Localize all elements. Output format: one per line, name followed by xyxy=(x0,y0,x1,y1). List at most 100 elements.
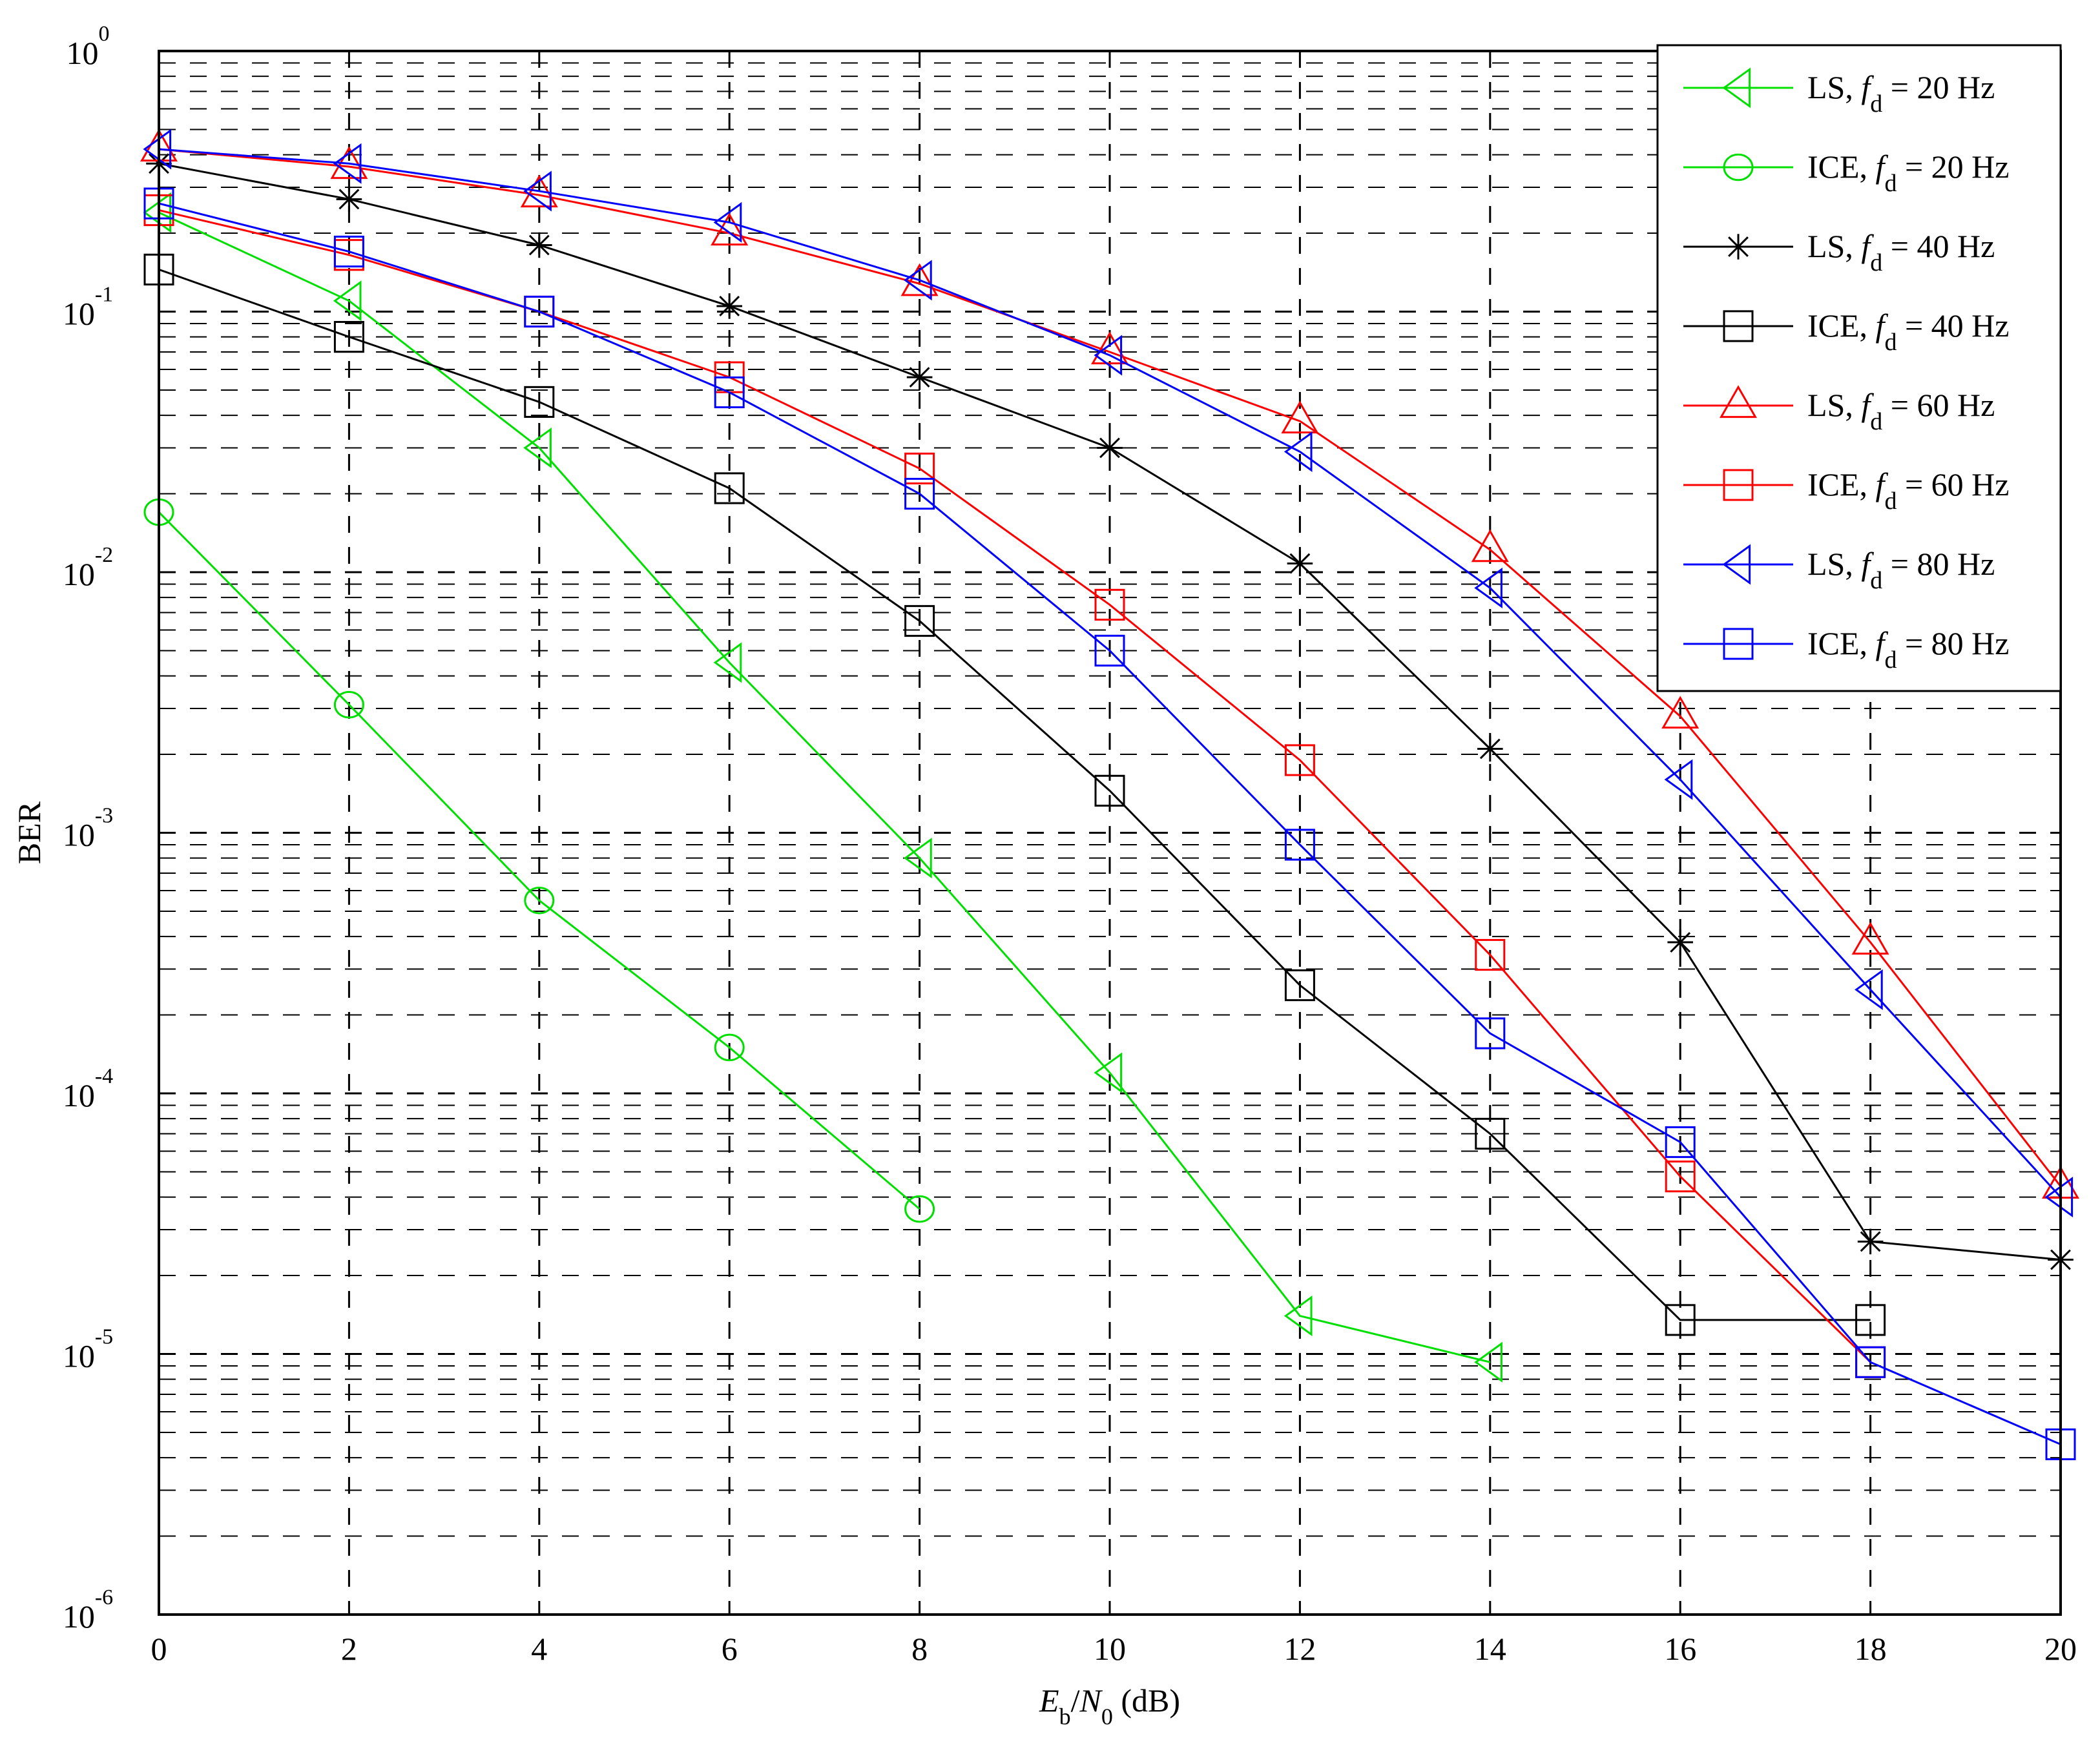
series-ls-80hz xyxy=(143,129,2074,1218)
x-tick-label: 4 xyxy=(531,1631,547,1667)
x-title-b: b xyxy=(1059,1704,1071,1730)
square-marker xyxy=(1284,969,1315,1002)
y-tick-label: 10-2 xyxy=(63,543,113,592)
square-marker xyxy=(904,477,935,510)
triangle-up-marker xyxy=(1720,385,1757,418)
asterisk-marker xyxy=(1857,1228,1884,1255)
series-line xyxy=(158,511,920,1210)
series-line xyxy=(158,209,1871,1363)
legend-item: LS, fd = 80 Hz xyxy=(1683,544,1995,594)
triangle-left-marker xyxy=(713,642,742,683)
series-line xyxy=(158,268,1871,1321)
square-marker xyxy=(1094,634,1125,667)
legend-item: ICE, fd = 60 Hz xyxy=(1683,466,2009,515)
square-marker xyxy=(1723,310,1754,342)
asterisk-marker xyxy=(1725,234,1751,260)
square-marker xyxy=(333,235,364,268)
triangle-left-marker xyxy=(333,143,362,184)
square-marker xyxy=(524,386,555,418)
triangle-up-marker xyxy=(1661,696,1700,729)
triangle-left-marker xyxy=(904,260,932,301)
triangle-left-marker xyxy=(143,129,172,170)
x-title-n: N xyxy=(1079,1682,1103,1719)
triangle-left-marker xyxy=(1094,1052,1123,1093)
square-marker xyxy=(1475,1017,1506,1049)
square-marker xyxy=(1665,1304,1696,1336)
y-tick-label: 10-6 xyxy=(63,1585,113,1635)
legend-label: LS, fd = 40 Hz xyxy=(1807,228,1995,276)
triangle-left-marker xyxy=(2044,1177,2074,1218)
series-line xyxy=(158,211,1491,1363)
series-ls-20hz xyxy=(143,192,1502,1383)
square-marker xyxy=(714,472,745,504)
x-axis-ticks: 0 2 4 6 8 10 12 14 16 18 20 xyxy=(151,1602,2077,1667)
square-marker xyxy=(1665,1161,1696,1193)
triangle-up-marker xyxy=(1281,400,1319,434)
legend-box xyxy=(1656,44,2062,692)
series-line xyxy=(158,148,2062,1187)
square-marker xyxy=(904,604,935,637)
x-tick-label: 14 xyxy=(1474,1631,1506,1667)
x-title-slash: / xyxy=(1071,1682,1080,1719)
x-tick-label: 12 xyxy=(1284,1631,1316,1667)
square-marker xyxy=(1284,744,1315,776)
legend-label: ICE, fd = 60 Hz xyxy=(1807,466,2009,515)
triangle-left-marker xyxy=(1474,1341,1502,1383)
square-marker xyxy=(1723,628,1754,660)
legend-item: LS, fd = 60 Hz xyxy=(1683,385,1995,435)
square-marker xyxy=(1855,1346,1886,1378)
circle-marker xyxy=(524,886,555,914)
square-marker xyxy=(1475,938,1506,971)
legend-label: LS, fd = 60 Hz xyxy=(1807,387,1995,435)
square-marker xyxy=(1665,1126,1696,1159)
y-axis-ticks: 100 10-1 10-2 10-3 10-4 10-5 10-6 xyxy=(63,22,113,1635)
series-ice-40hz xyxy=(143,253,1886,1336)
series-line xyxy=(158,148,2062,1198)
x-tick-label: 10 xyxy=(1094,1631,1126,1667)
y-tick-label: 10-4 xyxy=(63,1064,113,1113)
triangle-up-marker xyxy=(711,212,749,246)
y-axis-title: BER xyxy=(11,801,47,864)
square-marker xyxy=(1723,469,1754,501)
x-tick-label: 16 xyxy=(1664,1631,1696,1667)
asterisk-marker xyxy=(906,364,933,390)
triangle-up-marker xyxy=(900,263,939,296)
square-marker xyxy=(714,376,745,409)
circle-marker xyxy=(1723,153,1754,181)
x-tick-label: 18 xyxy=(1855,1631,1887,1667)
square-marker xyxy=(524,295,555,328)
square-marker xyxy=(333,321,364,353)
triangle-left-marker xyxy=(1094,335,1123,376)
asterisk-marker xyxy=(1667,929,1693,955)
asterisk-marker xyxy=(1097,435,1123,461)
triangle-left-marker xyxy=(713,201,742,243)
asterisk-marker xyxy=(526,232,552,258)
triangle-left-marker xyxy=(1722,544,1751,585)
triangle-left-marker xyxy=(1722,67,1751,108)
series-ice-20hz xyxy=(143,498,935,1223)
triangle-left-marker xyxy=(1284,431,1313,472)
legend-label: LS, fd = 80 Hz xyxy=(1807,546,1995,594)
y-tick-label: 10-1 xyxy=(63,283,113,332)
x-title-zero: 0 xyxy=(1101,1704,1113,1730)
x-tick-label: 20 xyxy=(2044,1631,2077,1667)
triangle-left-marker xyxy=(1855,969,1883,1010)
triangle-up-marker xyxy=(520,174,558,208)
triangle-up-marker xyxy=(1091,331,1128,365)
square-marker xyxy=(904,452,935,485)
x-tick-label: 8 xyxy=(911,1631,928,1667)
x-axis-title: Eb/N0 (dB) xyxy=(1039,1682,1180,1730)
x-title-e: E xyxy=(1039,1682,1059,1719)
legend-label: ICE, fd = 20 Hz xyxy=(1807,149,2009,197)
x-tick-label: 6 xyxy=(722,1631,738,1667)
triangle-left-marker xyxy=(523,170,552,212)
x-tick-label: 0 xyxy=(151,1631,167,1667)
square-marker xyxy=(1475,1117,1506,1150)
circle-marker xyxy=(714,1033,745,1062)
data-series xyxy=(140,129,2079,1461)
y-tick-label: 10-5 xyxy=(63,1325,113,1374)
square-marker xyxy=(1094,774,1125,807)
legend-item: LS, fd = 40 Hz xyxy=(1683,228,1995,276)
circle-marker xyxy=(333,690,364,719)
triangle-left-marker xyxy=(904,838,932,879)
